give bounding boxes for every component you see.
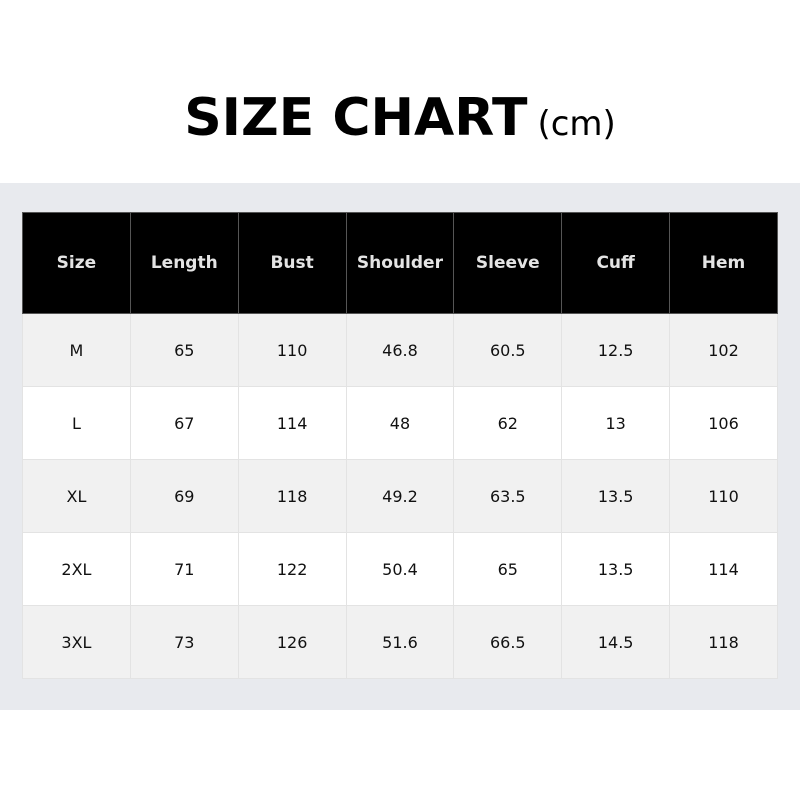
column-header-bust: Bust	[237, 212, 347, 314]
table-cell: 50.4	[345, 532, 455, 606]
table-cell: 66.5	[453, 605, 563, 679]
table-cell: XL	[22, 459, 131, 533]
table-cell: 13	[561, 386, 671, 460]
title-main: SIZE CHART	[184, 88, 528, 148]
table-cell: 62	[453, 386, 563, 460]
table-cell: 118	[237, 459, 347, 533]
table-cell: 14.5	[561, 605, 671, 679]
table-cell: 63.5	[453, 459, 563, 533]
table-cell: 114	[669, 532, 778, 606]
column-header-sleeve: Sleeve	[453, 212, 563, 314]
table-cell: 69	[129, 459, 239, 533]
table-cell: 71	[129, 532, 239, 606]
table-cell: 13.5	[561, 532, 671, 606]
column-header-shoulder: Shoulder	[345, 212, 455, 314]
table-cell: 13.5	[561, 459, 671, 533]
table-row: M 65 110 46.8 60.5 12.5 102	[22, 313, 778, 387]
page-title: SIZE CHART (cm)	[0, 88, 800, 148]
column-header-cuff: Cuff	[561, 212, 671, 314]
table-cell: 102	[669, 313, 778, 387]
table-cell: 12.5	[561, 313, 671, 387]
title-unit: (cm)	[537, 104, 616, 144]
table-row: L 67 114 48 62 13 106	[22, 386, 778, 460]
table-cell: 114	[237, 386, 347, 460]
table-cell: 110	[237, 313, 347, 387]
table-cell: 65	[453, 532, 563, 606]
table-row: 3XL 73 126 51.6 66.5 14.5 118	[22, 605, 778, 679]
size-table: Size Length Bust Shoulder Sleeve Cuff Hem M 65 1…	[22, 212, 778, 679]
table-cell: M	[22, 313, 131, 387]
table-cell: 48	[345, 386, 455, 460]
table-row: 2XL 71 122 50.4 65 13.5 114	[22, 532, 778, 606]
column-header-hem: Hem	[669, 212, 778, 314]
table-cell: 49.2	[345, 459, 455, 533]
table-cell: 67	[129, 386, 239, 460]
table-cell: 126	[237, 605, 347, 679]
table-cell: 118	[669, 605, 778, 679]
header-row: Size Length Bust Shoulder Sleeve Cuff Hem	[22, 212, 778, 314]
table-cell: 3XL	[22, 605, 131, 679]
table-cell: 65	[129, 313, 239, 387]
table-cell: 122	[237, 532, 347, 606]
table-cell: 51.6	[345, 605, 455, 679]
table-cell: 110	[669, 459, 778, 533]
table-cell: 46.8	[345, 313, 455, 387]
table-row: XL 69 118 49.2 63.5 13.5 110	[22, 459, 778, 533]
table-cell: 106	[669, 386, 778, 460]
table-cell: 73	[129, 605, 239, 679]
column-header-size: Size	[22, 212, 131, 314]
table-cell: L	[22, 386, 131, 460]
column-header-length: Length	[129, 212, 239, 314]
table-cell: 60.5	[453, 313, 563, 387]
table-cell: 2XL	[22, 532, 131, 606]
